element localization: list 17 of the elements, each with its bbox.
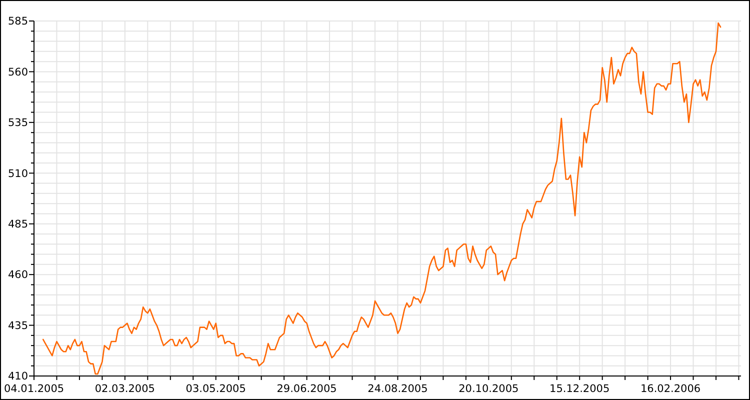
y-tick-label: 510 (8, 168, 28, 180)
x-tick-label: 16.02.2006 (640, 383, 701, 395)
y-tick-label: 585 (8, 16, 28, 28)
x-tick-label: 29.06.2005 (276, 383, 337, 395)
line-series (42, 22, 722, 375)
x-tick-label: 24.08.2005 (368, 383, 428, 395)
y-tick-label: 435 (8, 320, 28, 332)
y-tick-label: 560 (8, 66, 28, 78)
y-tick-label: 485 (8, 218, 28, 231)
x-tick-label: 02.03.2005 (94, 383, 155, 395)
x-tick-label: 03.05.2005 (186, 383, 246, 395)
y-tick-label: 410 (8, 370, 28, 383)
x-tick-label: 20.10.2005 (458, 383, 519, 395)
x-tick-label: 15.12.2005 (550, 383, 610, 395)
y-tick-label: 535 (8, 117, 28, 130)
x-tick-label: 04.01.2005 (4, 383, 64, 395)
y-tick-label: 460 (8, 269, 28, 282)
